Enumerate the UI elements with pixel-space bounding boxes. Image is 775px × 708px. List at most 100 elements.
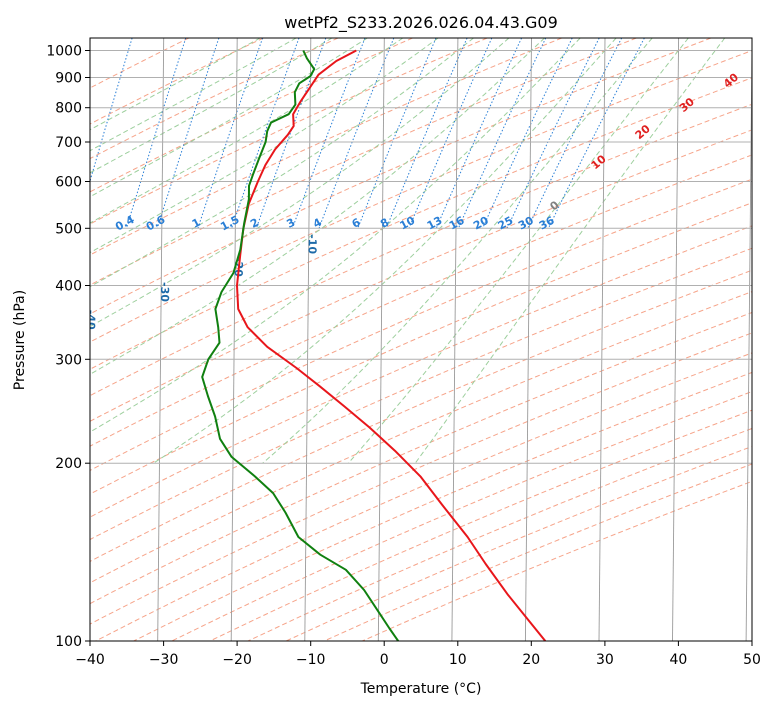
mixing-ratio-line — [231, 38, 300, 229]
moist-adiabat-label: 20 — [633, 122, 653, 142]
dry-adiabat-line — [90, 178, 752, 472]
mixing-ratio-label: 13 — [425, 214, 445, 233]
temperature-profile-line — [236, 49, 547, 641]
moist-adiabat-line — [90, 38, 510, 328]
mixing-ratio-line — [292, 38, 366, 229]
dry-adiabat-line — [247, 427, 752, 641]
moist-adiabat-line — [90, 38, 297, 152]
dry-adiabat-line — [90, 38, 562, 256]
y-tick-label: 900 — [55, 71, 82, 87]
moist-adiabat-line — [347, 38, 689, 464]
isotherm-label: -30 — [158, 282, 171, 302]
moist-adiabat-line — [153, 38, 617, 464]
mixing-ratio-label: 20 — [471, 214, 491, 233]
isotherm-line — [304, 38, 312, 641]
mixing-ratio-label: 0.1 — [16, 213, 39, 234]
y-tick-label: 400 — [55, 279, 82, 295]
moist-adiabat-label: 40 — [721, 70, 741, 90]
dry-adiabat-line — [90, 291, 752, 584]
y-tick-label: 700 — [55, 135, 82, 151]
y-tick-label: 200 — [55, 456, 82, 472]
x-axis-ticks: −40 −30 −20 −10 0 10 20 30 40 50 — [75, 641, 761, 668]
moist-adiabats — [90, 38, 726, 464]
x-tick-label: −10 — [296, 652, 326, 668]
mixing-ratio-label: 1.5 — [218, 213, 241, 234]
isotherm-labels: -100-90-80-70-60-50-40-30-20-10 — [84, 234, 319, 330]
moist-adiabat-line — [90, 38, 261, 131]
moist-adiabat-line — [90, 38, 581, 433]
mixing-ratio-label: 25 — [496, 214, 516, 233]
dry-adiabat-line — [323, 463, 752, 641]
isotherm-line — [524, 38, 532, 641]
isotherm-line — [745, 38, 752, 641]
mixing-ratio-line — [30, 38, 82, 228]
isotherm-line — [377, 38, 385, 641]
dry-adiabat-line — [90, 38, 712, 315]
x-axis-label: Temperature (°C) — [360, 681, 482, 697]
mixing-ratio-label: 0.4 — [113, 213, 137, 234]
mixing-ratio-label: 36 — [537, 214, 557, 233]
isotherm-line — [598, 38, 606, 641]
x-tick-label: 40 — [669, 652, 687, 668]
isobar-grid — [90, 50, 752, 641]
isotherm-line — [230, 38, 238, 641]
mixing-ratio-label: 10 — [398, 214, 418, 233]
dry-adiabat-line — [90, 38, 488, 225]
mixing-ratio-label: 16 — [447, 214, 467, 233]
moist-adiabat-line — [90, 38, 439, 254]
mixing-ratio-line — [547, 38, 645, 229]
y-tick-label: 100 — [55, 634, 82, 650]
x-tick-label: 10 — [449, 652, 467, 668]
dry-adiabats — [90, 38, 752, 641]
mixing-ratio-label: 0.6 — [144, 213, 168, 234]
moist-adiabat-line — [262, 38, 653, 464]
moist-adiabat-line — [414, 38, 726, 464]
mixing-ratio-line — [527, 38, 623, 229]
mixing-ratio-line — [156, 38, 220, 229]
moist-adiabat-line — [90, 38, 404, 224]
mixing-ratio-line — [385, 38, 468, 229]
dry-adiabat-line — [90, 269, 752, 562]
x-tick-label: 50 — [743, 652, 761, 668]
mixing-ratio-labels: 0.1 0.2 0.4 0.6 1 1.5 2 3 4 6 8 10 13 16 20 25 30 36 — [16, 213, 557, 234]
moist-adiabat-label: 10 — [589, 152, 609, 172]
dry-adiabat-line — [90, 247, 752, 541]
isotherm-grid — [90, 38, 752, 641]
mixing-ratio-line — [357, 38, 437, 229]
y-tick-label: 1000 — [46, 44, 82, 60]
y-axis-ticks: 100 200 300 400 500 600 700 800 900 1000 — [46, 44, 90, 650]
isotherm-line — [157, 38, 165, 641]
mixing-ratio-line — [197, 38, 264, 229]
chart-title: wetPf2_S233.2026.026.04.43.G09 — [284, 13, 558, 33]
dry-adiabat-line — [90, 311, 752, 605]
mixing-ratio-line — [408, 38, 493, 229]
dry-adiabat-line — [90, 49, 752, 343]
x-tick-label: 20 — [522, 652, 540, 668]
dry-adiabat-line — [90, 38, 339, 160]
x-tick-label: 30 — [596, 652, 614, 668]
series-lines — [201, 49, 547, 641]
dry-adiabat-line — [95, 352, 752, 641]
dry-adiabat-line — [90, 38, 264, 125]
dry-adiabat-line — [90, 38, 413, 193]
y-tick-label: 800 — [55, 101, 82, 117]
dry-adiabat-line — [90, 332, 752, 625]
y-tick-label: 300 — [55, 352, 82, 368]
mixing-ratio-line — [126, 38, 187, 229]
mixing-ratio-line — [482, 38, 573, 229]
plot-frame — [89, 37, 753, 642]
dry-adiabat-line — [90, 103, 752, 397]
mixing-ratio-line — [255, 38, 327, 229]
isotherm-line — [90, 38, 91, 94]
moist-adiabat-line — [90, 38, 368, 198]
dry-adiabat-line — [209, 409, 752, 641]
isotherm-label: -40 — [84, 310, 97, 330]
isotherm-line — [672, 38, 680, 641]
dewpoint-profile-line — [201, 50, 400, 641]
x-tick-label: 0 — [380, 652, 389, 668]
dry-adiabat-line — [90, 202, 752, 495]
mixing-ratio-line — [90, 38, 133, 184]
mixing-ratio-line — [457, 38, 547, 229]
x-tick-label: −40 — [75, 652, 105, 668]
